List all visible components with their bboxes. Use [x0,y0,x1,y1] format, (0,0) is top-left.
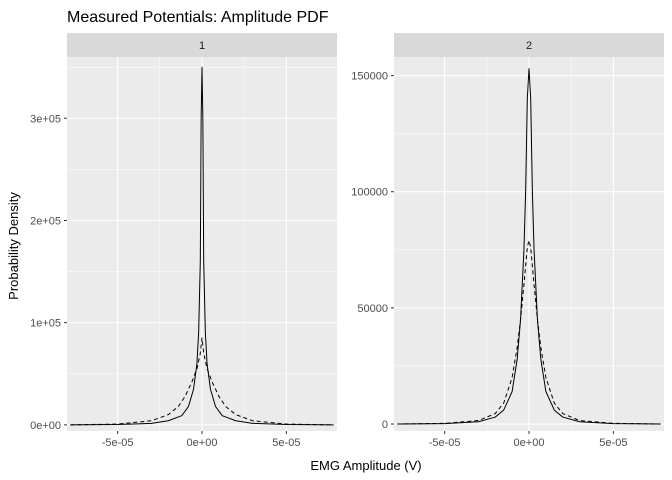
strip-label: 1 [199,40,205,52]
strip-label: 2 [526,40,532,52]
x-tick-label: 5e-05 [272,437,300,449]
series-line-solid [70,66,334,426]
y-tick-label: 0 [382,419,388,431]
x-tick-label: -5e-05 [429,437,461,449]
x-tick-label: 5e-05 [599,437,627,449]
y-tick-label: 150000 [351,71,388,83]
y-tick-label: 2e+05 [30,215,61,227]
strip-background [67,33,337,57]
y-tick-label: 3e+05 [30,113,61,125]
x-tick-label: -5e-05 [102,437,134,449]
x-axis-title: EMG Amplitude (V) [310,458,421,473]
y-axis-title: Probability Density [6,192,21,300]
series-line-dashed [70,337,334,426]
series-line-solid [397,68,661,425]
y-tick-label: 0e+00 [30,420,61,432]
panel-1: 1 -5e-05 0e+00 5e-05 0e+00 1e+05 2e+05 3e+05 [30,33,337,449]
y-tick-label: 100000 [351,187,388,199]
y-tick-label: 1e+05 [30,318,61,330]
x-tick-label: 0e+00 [187,437,218,449]
x-tick-label: 0e+00 [514,437,545,449]
panels: 1 -5e-05 0e+00 5e-05 0e+00 1e+05 2e+05 3e+05 2 -5… [30,33,664,449]
series-line-dashed [397,240,661,425]
panel-2: 2 -5e-05 0e+00 5e-05 0 50000 100000 150000 [351,33,664,449]
y-tick-label: 50000 [357,303,388,315]
strip-background [394,33,664,57]
chart-title: Measured Potentials: Amplitude PDF [67,9,329,26]
